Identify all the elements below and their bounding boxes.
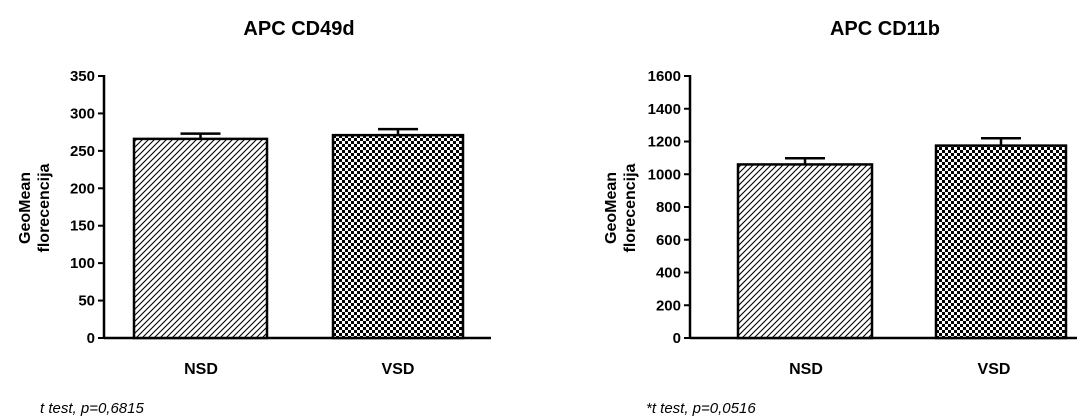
chart-2-ytick-label: 600 — [656, 232, 681, 249]
chart-2: APC CD11b GeoMean florecencija 0 200 400 60… — [603, 18, 1077, 378]
chart-2-ytick-label: 400 — [656, 265, 681, 282]
chart-1-ylabel-line1: GeoMean — [17, 172, 34, 244]
chart-1-bar-NSD — [132, 137, 269, 340]
chart-1-xtick-VSD: VSD — [382, 361, 415, 378]
chart-1-title: APC CD49d — [243, 18, 354, 40]
chart-2-ytick-label: 800 — [656, 199, 681, 216]
chart-2-ylabel-line1: GeoMean — [603, 172, 620, 244]
chart-1-bar-VSD — [331, 133, 465, 340]
chart-1-xtick-NSD: NSD — [184, 361, 218, 378]
chart-2-ylabel: GeoMean florecencija — [603, 163, 639, 252]
chart-1-stat-note: t test, p=0,6815 — [40, 400, 144, 417]
chart-1-ytick-label: 0 — [87, 330, 95, 347]
chart-2-xtick-NSD: NSD — [789, 361, 823, 378]
chart-2-plot: 0 200 400 600 800 1000 1200 1400 1600 — [648, 68, 1077, 347]
chart-1-ytick-label: 250 — [70, 143, 95, 160]
chart-2-ytick-label: 1000 — [648, 166, 681, 183]
chart-2-xtick-VSD: VSD — [978, 361, 1011, 378]
chart-1: APC CD49d GeoMean florecencija 0 50 100 150… — [17, 18, 491, 378]
chart-1-ytick-label: 150 — [70, 218, 95, 235]
chart-1-plot: 0 50 100 150 200 250 300 350 — [70, 68, 491, 347]
chart-2-ytick-label: 1600 — [648, 68, 681, 85]
chart-1-ytick-label: 200 — [70, 180, 95, 197]
chart-1-ytick-label: 50 — [78, 293, 95, 310]
chart-2-stat-note: *t test, p=0,0516 — [646, 400, 756, 417]
chart-1-ylabel-line2: florecencija — [36, 163, 53, 252]
chart-2-ytick-label: 1200 — [648, 134, 681, 151]
chart-2-ytick-label: 200 — [656, 297, 681, 314]
chart-1-ylabel: GeoMean florecencija — [17, 163, 53, 252]
chart-1-ytick-label: 350 — [70, 68, 95, 85]
chart-2-ytick-label: 0 — [673, 330, 681, 347]
chart-2-title: APC CD11b — [830, 18, 940, 40]
chart-2-bar-VSD — [934, 144, 1068, 340]
chart-2-ylabel-line2: florecencija — [622, 163, 639, 252]
chart-1-ytick-label: 300 — [70, 105, 95, 122]
chart-2-ytick-label: 1400 — [648, 101, 681, 118]
chart-2-bar-NSD — [736, 163, 874, 340]
chart-1-ytick-label: 100 — [70, 255, 95, 272]
